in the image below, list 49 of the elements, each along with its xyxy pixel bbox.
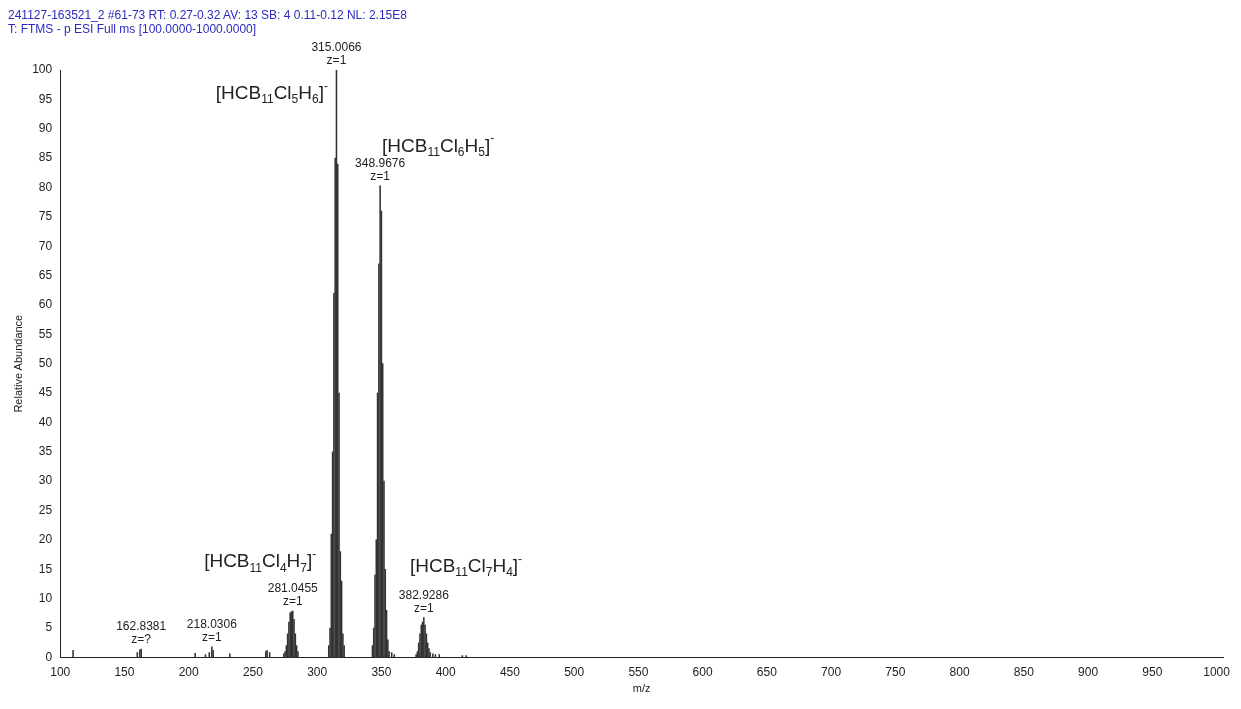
chart-title: 241127-163521_2 #61-73 RT: 0.27-0.32 AV: 13 SB: 4 0.11-0.12 NL: 2.15E8 <box>8 8 408 22</box>
y-tick-label: 35 <box>38 444 53 459</box>
y-tick-label: 25 <box>38 502 53 517</box>
y-axis-title: Relative Abundance <box>11 314 24 413</box>
y-tick-label: 10 <box>38 590 53 605</box>
y-tick-label: 0 <box>45 649 53 664</box>
y-tick-label: 45 <box>38 385 53 400</box>
y-tick-label: 30 <box>38 473 53 488</box>
y-tick-label: 95 <box>38 91 53 106</box>
y-tick-label: 15 <box>38 561 53 576</box>
y-tick-label: 50 <box>38 356 53 371</box>
x-tick-label: 200 <box>178 664 200 679</box>
y-tick-label: 40 <box>38 414 53 429</box>
y-tick-label: 65 <box>38 267 53 282</box>
x-tick-label: 150 <box>114 664 135 679</box>
x-tick-label: 400 <box>435 664 456 679</box>
y-tick-label: 60 <box>38 297 53 312</box>
chart-subtitle: T: FTMS - p ESI Full ms [100.0000-1000.0000] <box>8 22 258 36</box>
y-tick-label: 75 <box>38 209 53 224</box>
annotation: 315.0066 z=1 <box>311 40 362 68</box>
x-tick-label: 350 <box>371 664 392 679</box>
x-tick-label: 850 <box>1013 664 1035 679</box>
y-tick-label: 85 <box>38 150 53 165</box>
x-tick-label: 450 <box>499 664 521 679</box>
x-tick-label: 900 <box>1078 664 1099 679</box>
y-tick-label: 80 <box>38 179 53 194</box>
x-tick-label: 300 <box>307 664 328 679</box>
x-tick-label: 1000 <box>1203 664 1231 679</box>
y-tick-label: 55 <box>38 326 53 341</box>
y-tick-label: 20 <box>38 532 53 547</box>
x-axis-title: m/z <box>632 682 651 695</box>
y-tick-label: 100 <box>32 62 53 77</box>
x-tick-label: 500 <box>564 664 585 679</box>
annotation: 348.9676 z=1 <box>355 156 406 184</box>
x-tick-label: 750 <box>885 664 906 679</box>
x-tick-label: 250 <box>242 664 264 679</box>
annotation: 218.0306 z=1 <box>186 617 238 645</box>
x-tick-label: 700 <box>821 664 842 679</box>
x-tick-label: 650 <box>756 664 778 679</box>
x-tick-label: 950 <box>1142 664 1163 679</box>
y-tick-label: 90 <box>38 121 53 136</box>
annotation: 382.9286 z=1 <box>398 587 450 615</box>
y-tick-label: 5 <box>45 620 53 635</box>
annotation: 281.0455 z=1 <box>267 581 319 609</box>
x-tick-label: 600 <box>692 664 713 679</box>
annotation: 162.8381 z=? <box>116 619 167 647</box>
x-tick-label: 800 <box>949 664 970 679</box>
x-tick-label: 550 <box>628 664 649 679</box>
y-tick-label: 70 <box>38 238 53 253</box>
